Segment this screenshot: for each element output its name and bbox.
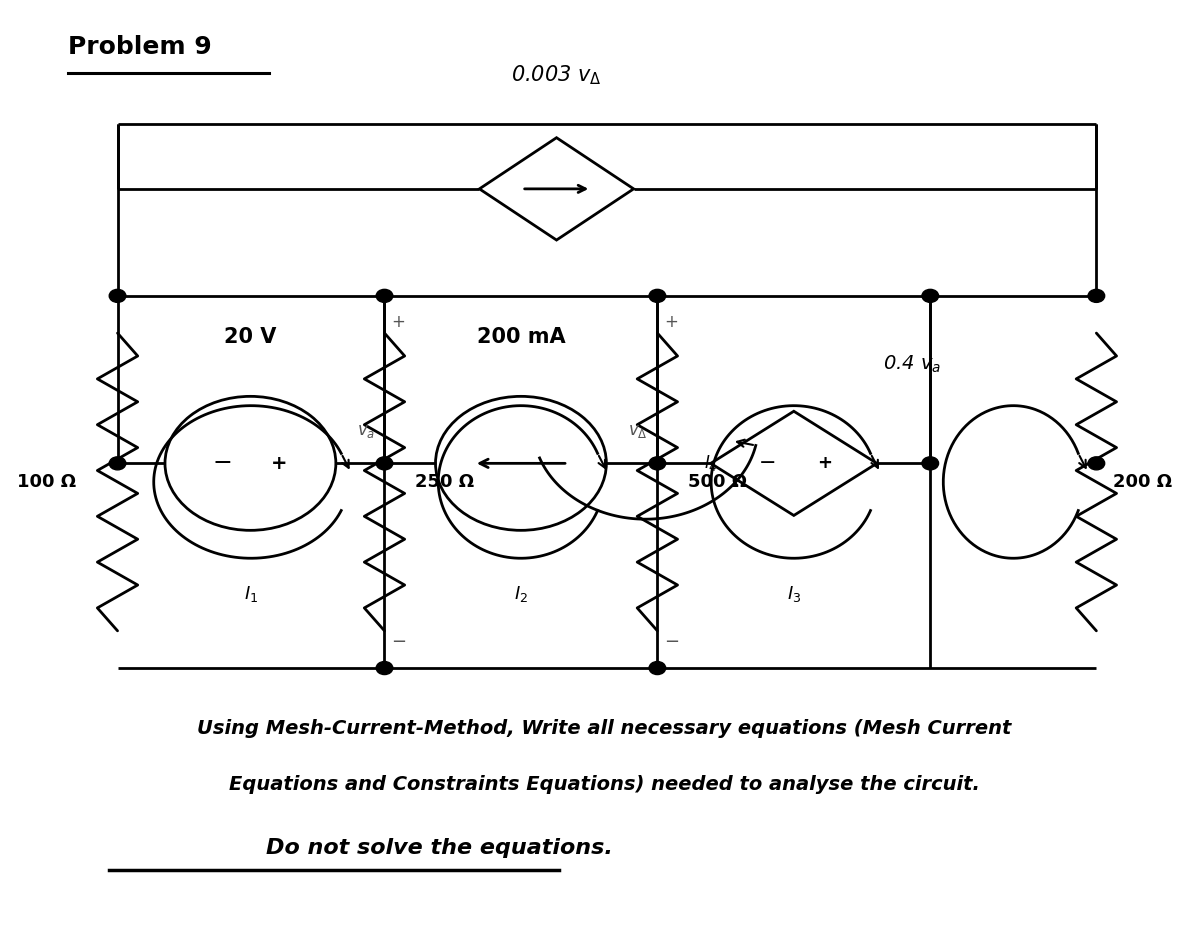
- Text: Using Mesh-Current-Method, Write all necessary equations (Mesh Current: Using Mesh-Current-Method, Write all nec…: [197, 719, 1012, 738]
- Text: 100 Ω: 100 Ω: [17, 473, 76, 491]
- Circle shape: [922, 457, 938, 470]
- Text: Do not solve the equations.: Do not solve the equations.: [266, 838, 613, 857]
- Circle shape: [1088, 289, 1105, 302]
- Text: $I_1$: $I_1$: [244, 584, 258, 605]
- Text: −: −: [212, 451, 232, 475]
- Text: 500 Ω: 500 Ω: [689, 473, 748, 491]
- Text: 0.003 $v_\Delta$: 0.003 $v_\Delta$: [511, 63, 602, 86]
- Circle shape: [649, 457, 666, 470]
- Text: +: +: [665, 313, 678, 330]
- Text: 0.4 $v_a$: 0.4 $v_a$: [883, 354, 941, 375]
- Text: $I_4$: $I_4$: [704, 453, 718, 473]
- Text: −: −: [665, 634, 679, 651]
- Text: −: −: [758, 453, 776, 474]
- Circle shape: [109, 289, 126, 302]
- Text: $I_2$: $I_2$: [514, 584, 528, 605]
- Text: 20 V: 20 V: [224, 327, 277, 347]
- Circle shape: [376, 457, 392, 470]
- Circle shape: [649, 289, 666, 302]
- Circle shape: [922, 289, 938, 302]
- Text: 200 mA: 200 mA: [476, 327, 565, 347]
- Circle shape: [1088, 457, 1105, 470]
- Text: $v_\Delta$: $v_\Delta$: [628, 422, 648, 440]
- Text: +: +: [391, 313, 406, 330]
- Text: −: −: [391, 634, 407, 651]
- Text: 250 Ω: 250 Ω: [415, 473, 474, 491]
- Text: Problem 9: Problem 9: [67, 36, 211, 59]
- Text: $I_3$: $I_3$: [787, 584, 800, 605]
- Text: 200 Ω: 200 Ω: [1112, 473, 1172, 491]
- Circle shape: [376, 662, 392, 675]
- Text: +: +: [817, 454, 832, 473]
- Text: Equations and Constraints Equations) needed to analyse the circuit.: Equations and Constraints Equations) nee…: [228, 775, 979, 794]
- Text: +: +: [271, 454, 287, 473]
- Circle shape: [376, 289, 392, 302]
- Circle shape: [649, 662, 666, 675]
- Text: $v_a$: $v_a$: [356, 422, 374, 440]
- Circle shape: [109, 457, 126, 470]
